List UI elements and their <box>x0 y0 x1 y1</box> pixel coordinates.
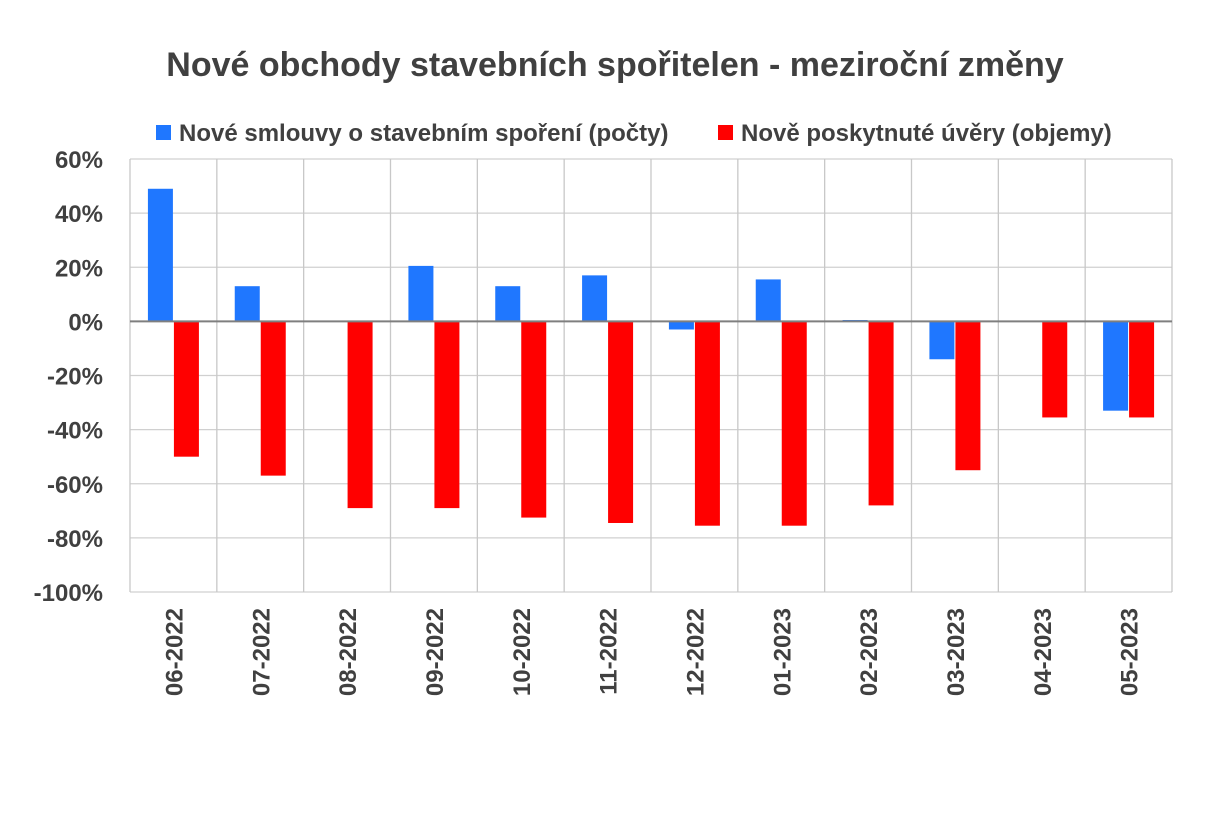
y-tick-label: 20% <box>55 255 103 282</box>
x-tick-label: 09-2022 <box>422 608 449 696</box>
x-tick-label: 07-2022 <box>248 608 275 696</box>
legend: Nové smlouvy o stavebním spoření (počty)… <box>156 120 1112 147</box>
x-tick-label: 03-2023 <box>943 608 970 696</box>
y-tick-label: -40% <box>47 418 103 445</box>
bar-series-1-09-2022 <box>408 265 434 322</box>
x-tick-label: 05-2023 <box>1117 608 1144 696</box>
bar-series-1-06-2022 <box>147 188 173 322</box>
bar-series-2-06-2022 <box>173 321 199 457</box>
bar-series-1-10-2022 <box>495 286 521 322</box>
x-tick-label: 06-2022 <box>161 608 188 696</box>
y-axis-ticks: 60% 40% 20% 0% -20% -40% -60% -80% -100% <box>34 147 103 607</box>
x-tick-label: 10-2022 <box>509 608 536 696</box>
y-tick-label: 60% <box>55 147 103 174</box>
gridlines <box>129 158 1173 593</box>
x-tick-label: 08-2022 <box>335 608 362 696</box>
x-tick-label: 11-2022 <box>596 608 623 695</box>
bar-series-2-08-2022 <box>347 321 373 509</box>
bar-series-1-05-2023 <box>1103 321 1129 411</box>
x-axis-ticks: 06-2022 07-2022 08-2022 09-2022 10-2022 11-20… <box>161 608 1143 696</box>
legend-label-series-1: Nové smlouvy o stavebním spoření (počty) <box>179 120 668 147</box>
legend-label-series-2: Nově poskytnuté úvěry (objemy) <box>741 120 1112 147</box>
legend-swatch-series-2 <box>718 125 733 140</box>
bar-series-2-05-2023 <box>1129 321 1155 418</box>
y-tick-label: 0% <box>68 309 103 336</box>
y-tick-label: -100% <box>34 580 103 607</box>
bar-series-2-04-2023 <box>1042 321 1068 418</box>
legend-swatch-series-1 <box>156 125 171 140</box>
bar-series-1-03-2023 <box>929 321 955 360</box>
bar-series-1-07-2022 <box>234 286 260 322</box>
bar-series-2-10-2022 <box>521 321 547 518</box>
chart-title: Nové obchody stavebních spořitelen - mez… <box>166 46 1064 84</box>
y-tick-label: -20% <box>47 364 103 391</box>
bar-series-2-11-2022 <box>608 321 634 523</box>
bar-series-1-11-2022 <box>582 275 608 322</box>
bar-series-1-12-2022 <box>668 321 694 330</box>
bar-series-2-09-2022 <box>434 321 460 509</box>
bar-series-2-12-2022 <box>694 321 720 526</box>
x-tick-label: 01-2023 <box>769 608 796 696</box>
bars <box>147 188 1155 526</box>
y-tick-label: 40% <box>55 201 103 228</box>
bar-series-1-01-2023 <box>755 279 781 322</box>
bar-series-2-03-2023 <box>955 321 981 471</box>
bar-series-2-01-2023 <box>781 321 807 526</box>
x-tick-label: 02-2023 <box>856 608 883 696</box>
x-tick-label: 04-2023 <box>1030 608 1057 696</box>
x-tick-label: 12-2022 <box>682 608 709 696</box>
y-tick-label: -80% <box>47 526 103 553</box>
y-tick-label: -60% <box>47 472 103 499</box>
bar-series-2-02-2023 <box>868 321 894 506</box>
bar-series-2-07-2022 <box>260 321 286 476</box>
